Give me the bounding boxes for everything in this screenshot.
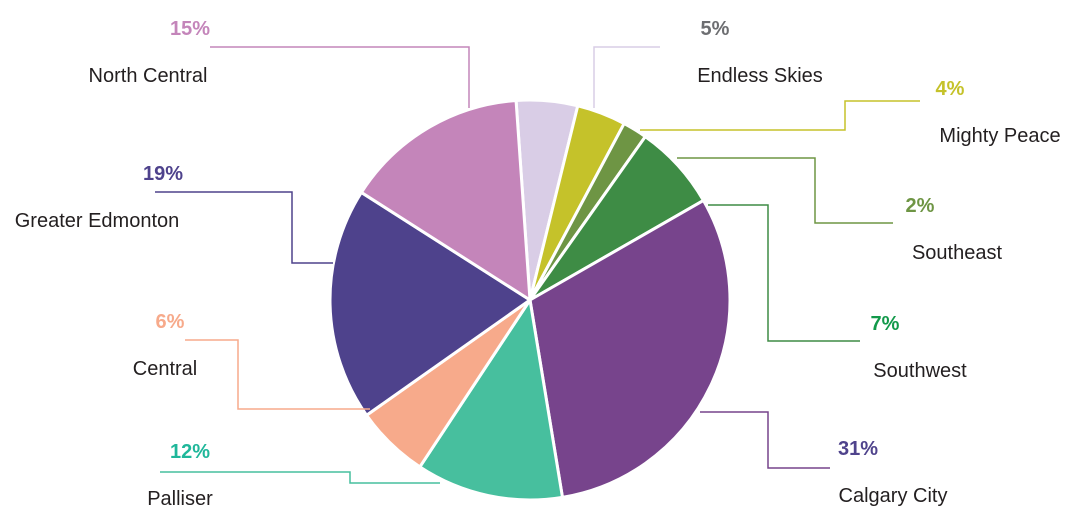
- leader-line-southwest: [708, 204, 860, 342]
- category-label-greater-edmonton: Greater Edmonton: [15, 210, 180, 232]
- value-label-endless-skies: 5%: [701, 18, 730, 40]
- category-label-southeast: Southeast: [912, 242, 1003, 264]
- leader-line-calgary-city: [700, 411, 830, 469]
- leader-line-central: [185, 339, 370, 410]
- leader-line-greater-edmonton: [155, 191, 333, 264]
- category-label-mighty-peace: Mighty Peace: [939, 125, 1060, 147]
- pie-slice-palliser: [418, 298, 564, 502]
- slice-labels: 5% Endless Skies 4% Mighty Peace 2% Southeast…: [15, 18, 1061, 509]
- leader-lines: [155, 46, 920, 484]
- category-label-palliser: Palliser: [147, 488, 213, 509]
- value-label-greater-edmonton: 19%: [143, 163, 183, 185]
- value-label-central: 6%: [156, 311, 185, 333]
- leader-line-palliser: [160, 471, 440, 484]
- pie-slice-greater-edmonton: [328, 190, 532, 417]
- leader-line-north-central: [210, 46, 470, 108]
- leader-line-mighty-peace: [640, 100, 920, 131]
- category-label-central: Central: [133, 358, 197, 380]
- value-label-southwest: 7%: [871, 313, 900, 335]
- category-label-endless-skies: Endless Skies: [697, 65, 823, 87]
- value-label-north-central: 15%: [170, 18, 210, 40]
- pie-slices: [328, 98, 732, 502]
- category-label-southwest: Southwest: [873, 360, 967, 382]
- value-label-calgary-city: 31%: [838, 438, 878, 460]
- leader-line-southeast: [677, 157, 893, 224]
- pie-slice-north-central: [359, 98, 532, 302]
- category-label-calgary-city: Calgary City: [839, 485, 948, 507]
- pie-slice-calgary-city: [528, 198, 732, 499]
- value-label-southeast: 2%: [906, 195, 935, 217]
- category-label-north-central: North Central: [89, 65, 208, 87]
- leader-line-endless-skies: [593, 46, 660, 108]
- value-label-mighty-peace: 4%: [936, 78, 965, 100]
- value-label-palliser: 12%: [170, 441, 210, 463]
